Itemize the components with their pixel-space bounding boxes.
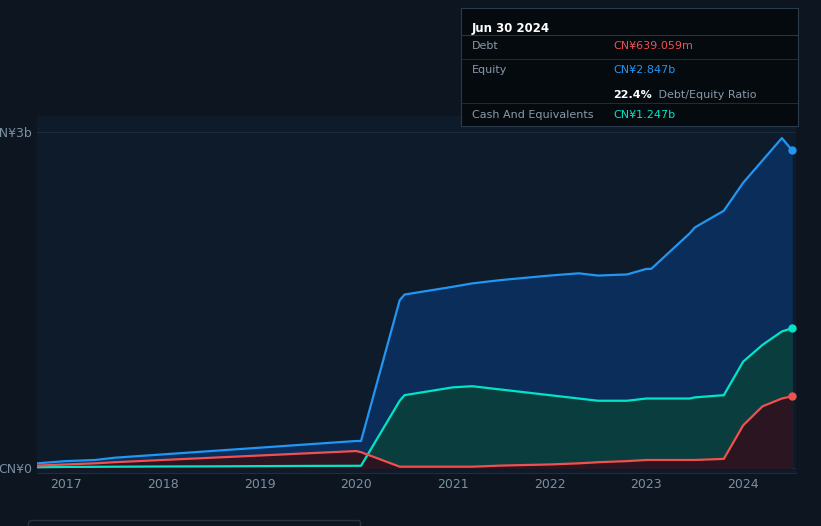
Legend: Debt, Equity, Cash And Equivalents: Debt, Equity, Cash And Equivalents xyxy=(28,520,360,526)
Text: Debt: Debt xyxy=(471,41,498,51)
Text: Equity: Equity xyxy=(471,65,507,75)
Text: CN¥2.847b: CN¥2.847b xyxy=(612,65,675,75)
Text: Debt/Equity Ratio: Debt/Equity Ratio xyxy=(655,89,756,99)
Text: CN¥639.059m: CN¥639.059m xyxy=(612,41,693,51)
Text: CN¥1.247b: CN¥1.247b xyxy=(612,110,675,120)
Text: Jun 30 2024: Jun 30 2024 xyxy=(471,22,549,35)
Text: Cash And Equivalents: Cash And Equivalents xyxy=(471,110,593,120)
Text: 22.4%: 22.4% xyxy=(612,89,652,99)
